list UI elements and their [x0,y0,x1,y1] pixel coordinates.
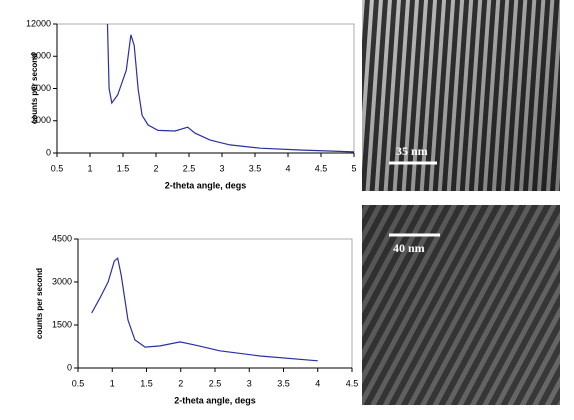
y-tick-label: 1500 [52,319,72,329]
x-tick-label: 2 [153,163,158,173]
y-tick-label: 9000 [31,51,51,61]
y-axis-label: counts per second [35,268,44,339]
x-tick-label: 4 [285,163,290,173]
chart: 0 3000 6000 9000 12000 0.5 1 1.5 2 2.5 3 3.5 4 4.5 5 2-… [26,18,357,190]
x-tick-label: 0.5 [51,163,64,173]
x-tick-label: 1.5 [117,163,130,173]
x-tick-label: 2.5 [183,163,196,173]
x-tick-label: 1 [110,378,115,388]
x-tick-label: 3.5 [277,378,290,388]
tem-image: 40 nm [362,205,560,405]
plot-frame [77,238,353,369]
y-tick-label: 4500 [52,233,72,243]
x-tick-label: 2 [178,378,183,388]
scale-label: 35 nm [396,144,428,158]
y-tick-label: 12000 [26,18,51,28]
y-tick-label: 0 [67,362,72,372]
x-tick-label: 1 [87,163,92,173]
x-tick-label: 5 [351,163,356,173]
y-axis-label: counts per second [30,53,39,124]
x-axis-label: 2-theta angle, degs [165,180,247,190]
x-tick-label: 3.5 [249,163,262,173]
x-tick-label: 1.5 [140,378,153,388]
x-tick-label: 4.5 [346,378,359,388]
scale-label: 40 nm [393,241,425,255]
data-line [106,24,354,153]
y-tick-label: 6000 [31,83,51,93]
x-tick-label: 4 [315,378,320,388]
x-tick-label: 3 [219,163,224,173]
tem-image: 35 nm [362,0,560,191]
y-tick-label: 3000 [52,276,72,286]
x-tick-label: 0.5 [72,378,85,388]
y-tick-label: 0 [46,147,51,157]
data-line [91,257,318,362]
x-tick-label: 3 [247,378,252,388]
x-axis-label: 2-theta angle, degs [174,395,256,405]
x-tick-label: 4.5 [315,163,328,173]
chart: 0 1500 3000 4500 0.5 1 1.5 2 2.5 3 3.5 4 4.5 2-theta … [35,233,358,405]
plot-frame [56,23,355,154]
y-tick-label: 3000 [31,115,51,125]
x-tick-label: 2.5 [209,378,222,388]
